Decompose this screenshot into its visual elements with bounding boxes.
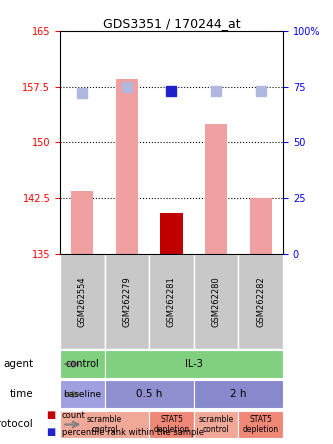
Bar <box>161 213 182 254</box>
Text: protocol: protocol <box>0 420 33 429</box>
FancyBboxPatch shape <box>105 381 194 408</box>
Text: ■: ■ <box>47 427 56 437</box>
Text: STAT5
depletion: STAT5 depletion <box>154 415 189 434</box>
FancyBboxPatch shape <box>238 411 283 438</box>
FancyBboxPatch shape <box>194 411 238 438</box>
FancyBboxPatch shape <box>194 381 283 408</box>
Bar <box>116 79 138 254</box>
Text: 0.5 h: 0.5 h <box>136 389 163 399</box>
FancyBboxPatch shape <box>149 254 194 349</box>
Text: GSM262280: GSM262280 <box>211 276 221 327</box>
Text: control: control <box>65 359 99 369</box>
Text: count: count <box>62 411 85 420</box>
Text: agent: agent <box>3 359 33 369</box>
FancyBboxPatch shape <box>149 411 194 438</box>
Text: GSM262279: GSM262279 <box>122 276 132 327</box>
Text: IL-3: IL-3 <box>185 359 203 369</box>
Text: baseline: baseline <box>63 390 101 399</box>
Text: 2 h: 2 h <box>230 389 247 399</box>
FancyBboxPatch shape <box>105 350 283 378</box>
Text: GSM262282: GSM262282 <box>256 276 265 327</box>
FancyBboxPatch shape <box>60 350 105 378</box>
Text: ■: ■ <box>47 410 56 420</box>
FancyBboxPatch shape <box>238 254 283 349</box>
Text: GSM262554: GSM262554 <box>78 276 87 327</box>
FancyBboxPatch shape <box>60 254 105 349</box>
Text: time: time <box>10 389 33 399</box>
FancyBboxPatch shape <box>105 254 149 349</box>
Title: GDS3351 / 170244_at: GDS3351 / 170244_at <box>103 17 240 30</box>
Text: STAT5
depletion: STAT5 depletion <box>243 415 279 434</box>
Text: percentile rank within the sample: percentile rank within the sample <box>62 428 203 436</box>
FancyBboxPatch shape <box>60 381 105 408</box>
Bar <box>205 124 227 254</box>
Bar <box>249 198 272 254</box>
Text: GSM262281: GSM262281 <box>167 276 176 327</box>
Bar <box>71 190 93 254</box>
Text: scramble
control: scramble control <box>87 415 122 434</box>
FancyBboxPatch shape <box>60 411 149 438</box>
Text: scramble
control: scramble control <box>198 415 234 434</box>
FancyBboxPatch shape <box>194 254 238 349</box>
